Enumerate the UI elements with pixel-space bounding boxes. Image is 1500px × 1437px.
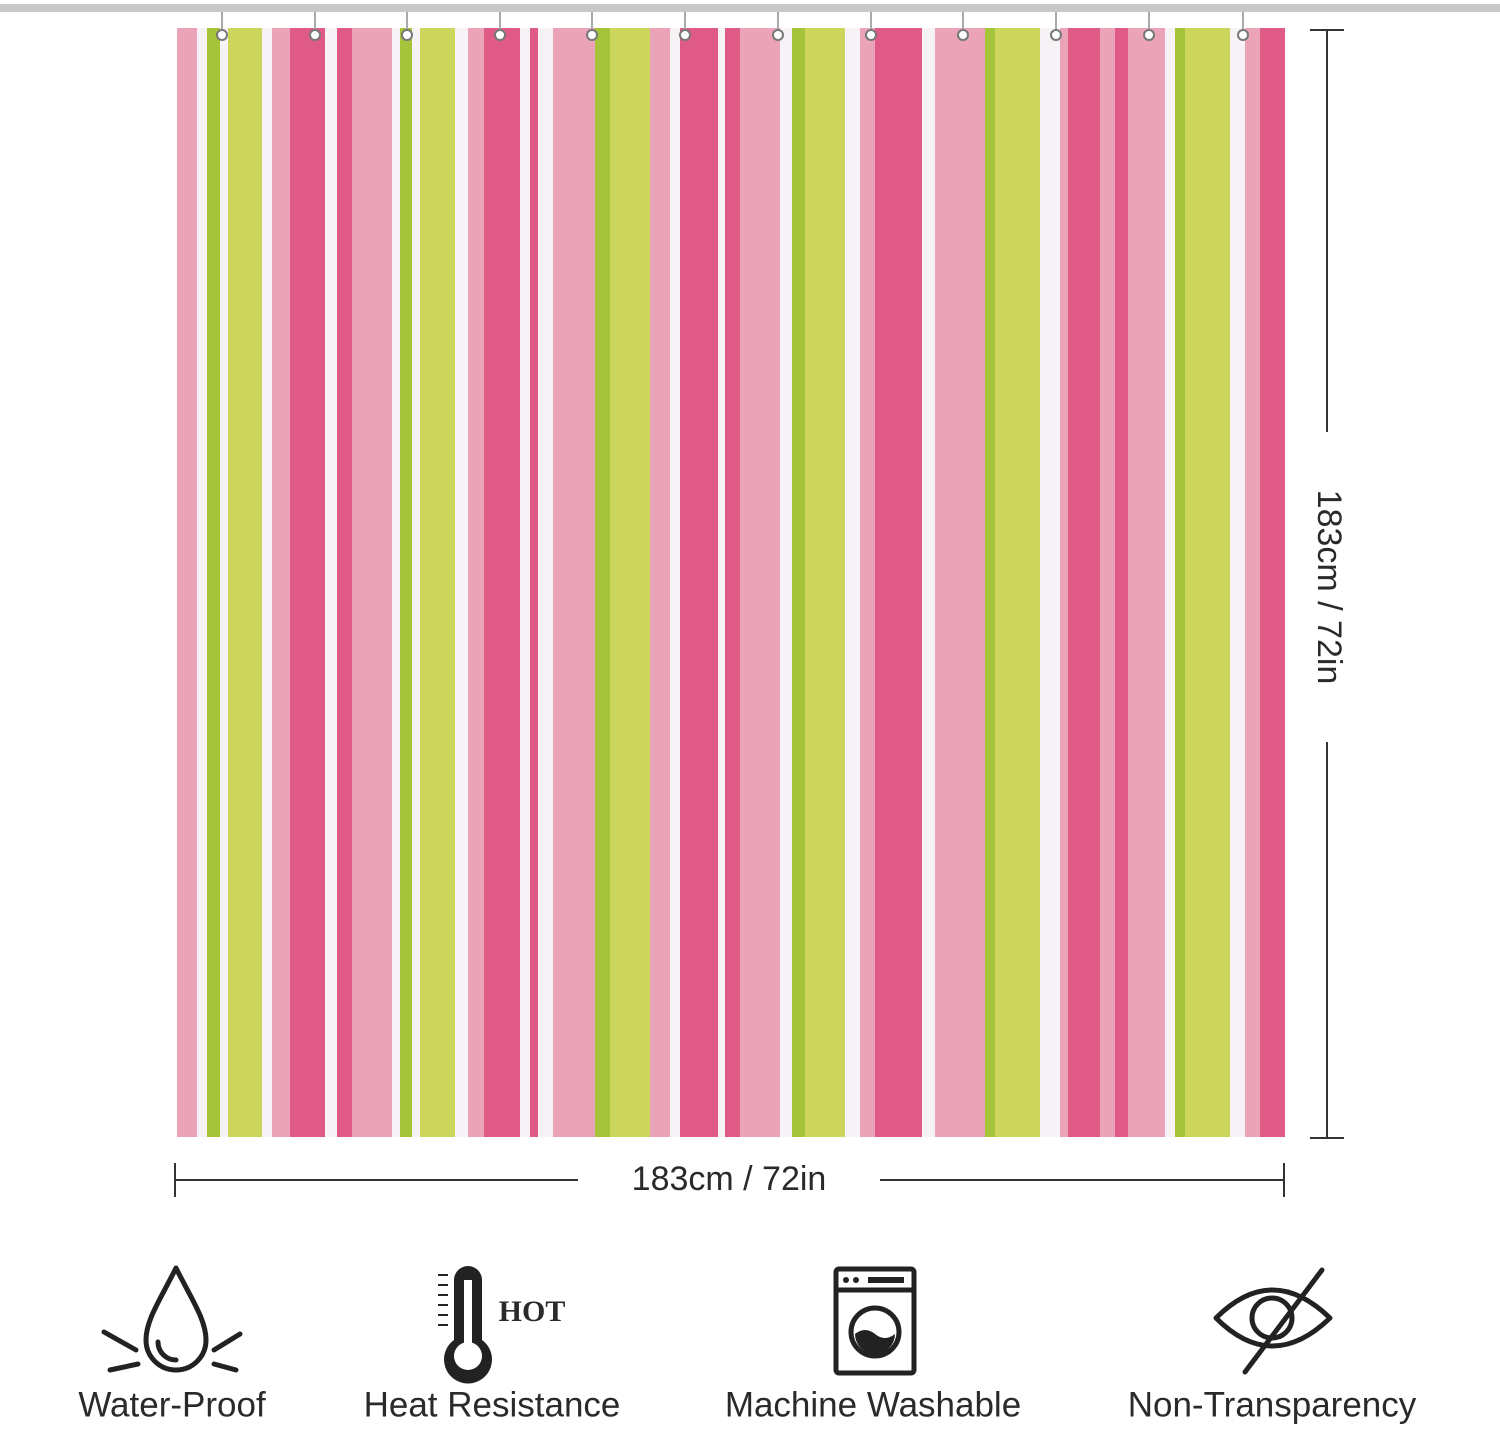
stripe xyxy=(680,28,718,1137)
stripe xyxy=(995,28,1040,1137)
stripe xyxy=(228,28,262,1137)
stripe xyxy=(1100,28,1115,1137)
stripe xyxy=(1185,28,1230,1137)
stripe xyxy=(420,28,455,1137)
stripe xyxy=(220,28,228,1137)
stripe xyxy=(922,28,935,1137)
stripe xyxy=(1128,28,1165,1137)
stripe xyxy=(985,28,995,1137)
height-label: 183cm / 72in xyxy=(1310,490,1348,685)
curtain-rod xyxy=(0,4,1500,12)
height-dimension xyxy=(1310,29,1344,1139)
stripe xyxy=(650,28,670,1137)
stripe xyxy=(325,28,337,1137)
grommet xyxy=(957,29,969,41)
stripe xyxy=(520,28,530,1137)
grommet xyxy=(494,29,506,41)
stripe xyxy=(400,28,412,1137)
feature-label: Water-Proof xyxy=(78,1385,266,1424)
stripe xyxy=(1165,28,1175,1137)
stripe xyxy=(262,28,272,1137)
stripe xyxy=(1060,28,1068,1137)
stripe xyxy=(1115,28,1128,1137)
width-dimension xyxy=(174,1163,1285,1197)
stripe xyxy=(538,28,553,1137)
width-label: 183cm / 72in xyxy=(632,1160,827,1198)
grommet xyxy=(865,29,877,41)
stripe xyxy=(530,28,538,1137)
stripe xyxy=(197,28,207,1137)
stripe xyxy=(352,28,392,1137)
stripe xyxy=(468,28,484,1137)
stripe xyxy=(455,28,468,1137)
stripe xyxy=(1245,28,1260,1137)
stripe xyxy=(290,28,325,1137)
icon-text: HOT xyxy=(499,1295,566,1328)
curtain xyxy=(177,28,1285,1137)
stripe xyxy=(337,28,352,1137)
feature-label: Heat Resistance xyxy=(364,1385,621,1424)
stripe xyxy=(845,28,860,1137)
heat-resistance-icon xyxy=(438,1266,492,1384)
non-transparency-icon xyxy=(1213,1267,1333,1375)
stripe xyxy=(670,28,680,1137)
stripe xyxy=(1068,28,1100,1137)
grommet xyxy=(586,29,598,41)
stripe xyxy=(718,28,725,1137)
grommet xyxy=(401,29,413,41)
stripe xyxy=(860,28,875,1137)
stripe xyxy=(177,28,197,1137)
stripe xyxy=(875,28,922,1137)
grommet xyxy=(772,29,784,41)
stripe xyxy=(412,28,420,1137)
feature-label: Machine Washable xyxy=(725,1385,1021,1424)
stripe xyxy=(1175,28,1185,1137)
grommet xyxy=(309,29,321,41)
grommet xyxy=(679,29,691,41)
water-proof-icon xyxy=(101,1265,243,1373)
stripe xyxy=(805,28,845,1137)
stripe xyxy=(1260,28,1285,1137)
machine-washable-icon xyxy=(833,1266,917,1376)
grommet xyxy=(216,29,228,41)
stripe xyxy=(725,28,740,1137)
grommet xyxy=(1050,29,1062,41)
stripe xyxy=(553,28,595,1137)
stripe xyxy=(484,28,520,1137)
stripe xyxy=(1230,28,1245,1137)
curtain-rings xyxy=(216,12,1249,41)
grommet xyxy=(1143,29,1155,41)
feature-label: Non-Transparency xyxy=(1128,1385,1417,1424)
stripe xyxy=(740,28,780,1137)
stripe xyxy=(1040,28,1060,1137)
stripe xyxy=(792,28,805,1137)
stripe xyxy=(595,28,610,1137)
stripe xyxy=(610,28,650,1137)
stripe xyxy=(272,28,290,1137)
grommet xyxy=(1237,29,1249,41)
stripe xyxy=(207,28,220,1137)
stripe xyxy=(935,28,985,1137)
stripe xyxy=(780,28,792,1137)
stripe xyxy=(392,28,400,1137)
